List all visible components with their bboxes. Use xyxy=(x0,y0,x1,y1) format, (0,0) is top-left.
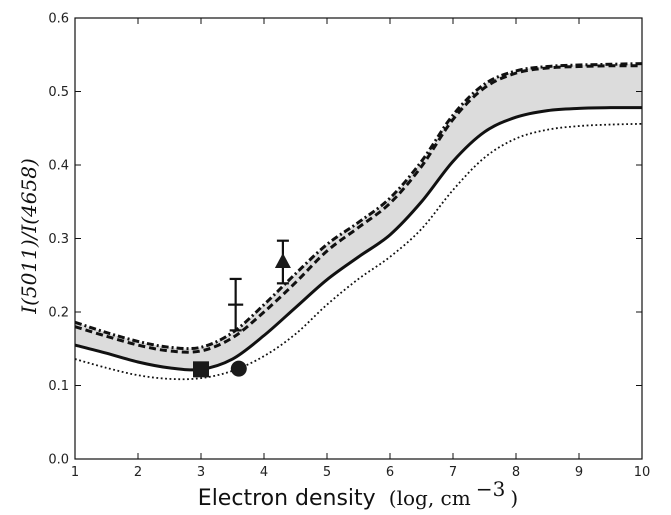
series-line-band-lower-solid xyxy=(74,106,643,372)
x-tick-label: 10 xyxy=(634,465,651,480)
circle-marker xyxy=(230,360,247,377)
series-layer xyxy=(74,62,643,381)
plot-area xyxy=(74,17,643,460)
uncertainty-band xyxy=(75,63,642,370)
y-tick-label: 0.5 xyxy=(48,85,69,100)
y-tick-label: 0.2 xyxy=(48,306,69,321)
triangle-marker xyxy=(274,253,291,269)
y-tick-label: 0.4 xyxy=(48,159,69,174)
x-axis-label-unit-close: ) xyxy=(510,486,518,510)
y-tick-label: 0.3 xyxy=(48,232,69,247)
points-layer xyxy=(193,239,291,378)
x-tick-label: 3 xyxy=(197,465,205,480)
series-line-dashed xyxy=(74,64,643,354)
x-tick-label: 6 xyxy=(386,465,394,480)
y-axis-label: I(5011)/I(4658) xyxy=(17,158,41,315)
data-point-cross xyxy=(228,277,244,332)
x-axis-label-unit: (log, cm xyxy=(389,486,471,510)
y-tick-label: 0.6 xyxy=(48,12,69,27)
x-axis-label: Electron density (log, cm −3 ) xyxy=(198,477,518,511)
data-point-triangle xyxy=(274,239,291,285)
series-line-dotted xyxy=(74,122,643,381)
x-axis: 1 2 3 4 5 6 7 8 9 10 xyxy=(71,18,650,480)
x-tick-label: 8 xyxy=(512,465,520,480)
x-tick-label: 1 xyxy=(71,465,79,480)
x-tick-label: 9 xyxy=(575,465,583,480)
x-tick-label: 2 xyxy=(134,465,142,480)
y-axis: 0.0 0.1 0.2 0.3 0.4 0.5 0.6 xyxy=(48,12,642,468)
y-tick-label: 0.1 xyxy=(48,379,69,394)
x-axis-label-unit-exponent: −3 xyxy=(476,477,505,501)
x-tick-label: 4 xyxy=(260,465,268,480)
y-tick-label: 0.0 xyxy=(48,453,69,468)
data-point-square xyxy=(193,361,209,378)
data-point-circle xyxy=(230,360,247,377)
x-tick-label: 5 xyxy=(323,465,331,480)
square-marker xyxy=(193,361,209,378)
x-tick-label: 7 xyxy=(449,465,457,480)
x-axis-label-main: Electron density xyxy=(198,486,376,511)
